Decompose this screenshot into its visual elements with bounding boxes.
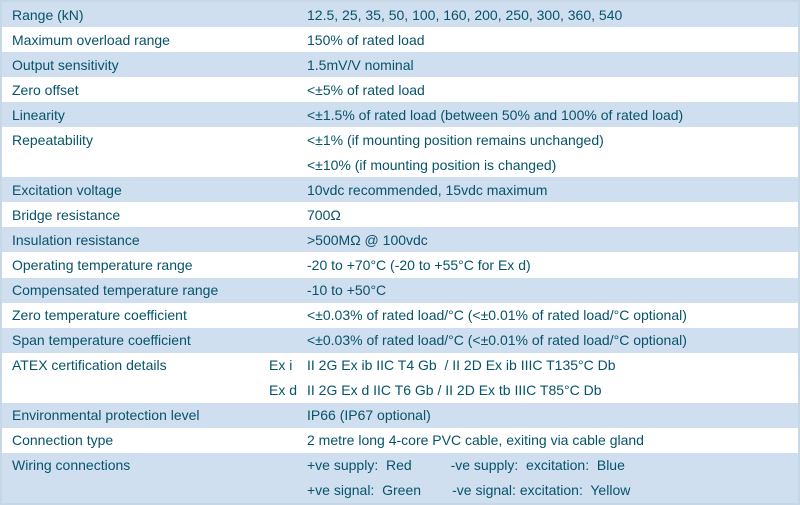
table-row: Repeatability <±1% (if mounting position … (2, 127, 798, 152)
row-sublabel (269, 232, 307, 248)
row-label: Bridge resistance (12, 207, 269, 223)
row-value: -10 to +50°C (307, 282, 790, 298)
row-sublabel (269, 307, 307, 323)
row-label-col: Operating temperature range (12, 257, 307, 273)
table-row: Bridge resistance 700Ω (2, 202, 798, 227)
row-value: <±0.03% of rated load/°C (<±0.01% of rat… (307, 307, 790, 323)
row-sublabel: Ex i (269, 357, 307, 373)
row-label-col: Span temperature coefficient (12, 332, 307, 348)
row-label: Compensated temperature range (12, 282, 269, 298)
row-label-col: Compensated temperature range (12, 282, 307, 298)
row-sublabel: Ex d (269, 382, 307, 398)
table-row: Wiring connections +ve supply: Red -ve su… (2, 453, 798, 478)
table-row: Zero offset <±5% of rated load (2, 77, 798, 102)
row-label-col: Linearity (12, 107, 307, 123)
row-label: Excitation voltage (12, 182, 269, 198)
row-label: ATEX certification details (12, 357, 269, 373)
row-sublabel (269, 207, 307, 223)
table-row: Operating temperature range -20 to +70°C … (2, 252, 798, 277)
row-label: Zero offset (12, 82, 269, 98)
table-row: Connection type 2 metre long 4-core PVC c… (2, 428, 798, 453)
row-label-col: Range (kN) (12, 7, 307, 23)
row-value: <±10% (if mounting position is changed) (307, 157, 790, 173)
row-value: <±1% (if mounting position remains uncha… (307, 132, 790, 148)
table-row: Range (kN) 12.5, 25, 35, 50, 100, 160, 20… (2, 2, 798, 27)
row-label: Environmental protection level (12, 407, 269, 423)
row-sublabel (269, 332, 307, 348)
row-value: +ve signal: Green -ve signal: excitation… (307, 482, 790, 498)
row-sublabel (269, 132, 307, 148)
row-value: 12.5, 25, 35, 50, 100, 160, 200, 250, 30… (307, 7, 790, 23)
table-row: Compensated temperature range -10 to +50°… (2, 278, 798, 303)
row-label: Range (kN) (12, 7, 269, 23)
row-label-col: Ex d (12, 382, 307, 398)
row-label-col: Repeatability (12, 132, 307, 148)
row-value: +ve supply: Red -ve supply: excitation: … (307, 457, 790, 473)
row-sublabel (269, 57, 307, 73)
row-value: >500MΩ @ 100vdc (307, 232, 790, 248)
row-sublabel (269, 82, 307, 98)
row-label: Output sensitivity (12, 57, 269, 73)
row-label-col: Zero temperature coefficient (12, 307, 307, 323)
row-label-col: Bridge resistance (12, 207, 307, 223)
table-row: Excitation voltage 10vdc recommended, 15v… (2, 177, 798, 202)
row-sublabel (269, 32, 307, 48)
table-row: +ve signal: Green -ve signal: excitation… (2, 478, 798, 503)
table-row: Environmental protection level IP66 (IP67… (2, 403, 798, 428)
table-row: Ex dII 2G Ex d IIC T6 Gb / II 2D Ex tb I… (2, 378, 798, 403)
row-sublabel (269, 107, 307, 123)
row-label-col: Environmental protection level (12, 407, 307, 423)
row-label: Span temperature coefficient (12, 332, 269, 348)
table-row: Insulation resistance >500MΩ @ 100vdc (2, 227, 798, 252)
specification-table: Range (kN) 12.5, 25, 35, 50, 100, 160, 20… (0, 0, 800, 505)
row-label: Repeatability (12, 132, 269, 148)
row-value: -20 to +70°C (-20 to +55°C for Ex d) (307, 257, 790, 273)
table-row: Zero temperature coefficient <±0.03% of r… (2, 303, 798, 328)
row-value: <±5% of rated load (307, 82, 790, 98)
row-label: Maximum overload range (12, 32, 269, 48)
table-row: Maximum overload range 150% of rated load (2, 27, 798, 52)
row-sublabel (269, 182, 307, 198)
row-sublabel (269, 457, 307, 473)
table-row: <±10% (if mounting position is changed) (2, 152, 798, 177)
row-value: <±1.5% of rated load (between 50% and 10… (307, 107, 790, 123)
row-label-col: Connection type (12, 432, 307, 448)
row-label-col: Insulation resistance (12, 232, 307, 248)
row-label: Connection type (12, 432, 269, 448)
table-row: Output sensitivity 1.5mV/V nominal (2, 52, 798, 77)
row-value: 1.5mV/V nominal (307, 57, 790, 73)
row-sublabel (269, 407, 307, 423)
row-value: 700Ω (307, 207, 790, 223)
row-label-col: Maximum overload range (12, 32, 307, 48)
row-value: II 2G Ex ib IIC T4 Gb / II 2D Ex ib IIIC… (307, 357, 790, 373)
row-sublabel (269, 7, 307, 23)
row-value: II 2G Ex d IIC T6 Gb / II 2D Ex tb IIIC … (307, 382, 790, 398)
row-sublabel (269, 282, 307, 298)
row-value: 2 metre long 4-core PVC cable, exiting v… (307, 432, 790, 448)
row-label: Wiring connections (12, 457, 269, 473)
row-label-col: Output sensitivity (12, 57, 307, 73)
row-sublabel (269, 432, 307, 448)
row-value: IP66 (IP67 optional) (307, 407, 790, 423)
row-value: 10vdc recommended, 15vdc maximum (307, 182, 790, 198)
row-value: 150% of rated load (307, 32, 790, 48)
row-label: Insulation resistance (12, 232, 269, 248)
row-label: Zero temperature coefficient (12, 307, 269, 323)
row-label-col: Zero offset (12, 82, 307, 98)
row-sublabel (269, 257, 307, 273)
row-value: <±0.03% of rated load/°C (<±0.01% of rat… (307, 332, 790, 348)
row-label (12, 382, 269, 398)
row-label: Operating temperature range (12, 257, 269, 273)
row-label-col: Excitation voltage (12, 182, 307, 198)
table-row: ATEX certification detailsEx iII 2G Ex i… (2, 353, 798, 378)
row-label: Linearity (12, 107, 269, 123)
table-row: Span temperature coefficient <±0.03% of r… (2, 328, 798, 353)
row-label-col: Wiring connections (12, 457, 307, 473)
table-row: Linearity <±1.5% of rated load (between 5… (2, 102, 798, 127)
row-label-col: ATEX certification detailsEx i (12, 357, 307, 373)
